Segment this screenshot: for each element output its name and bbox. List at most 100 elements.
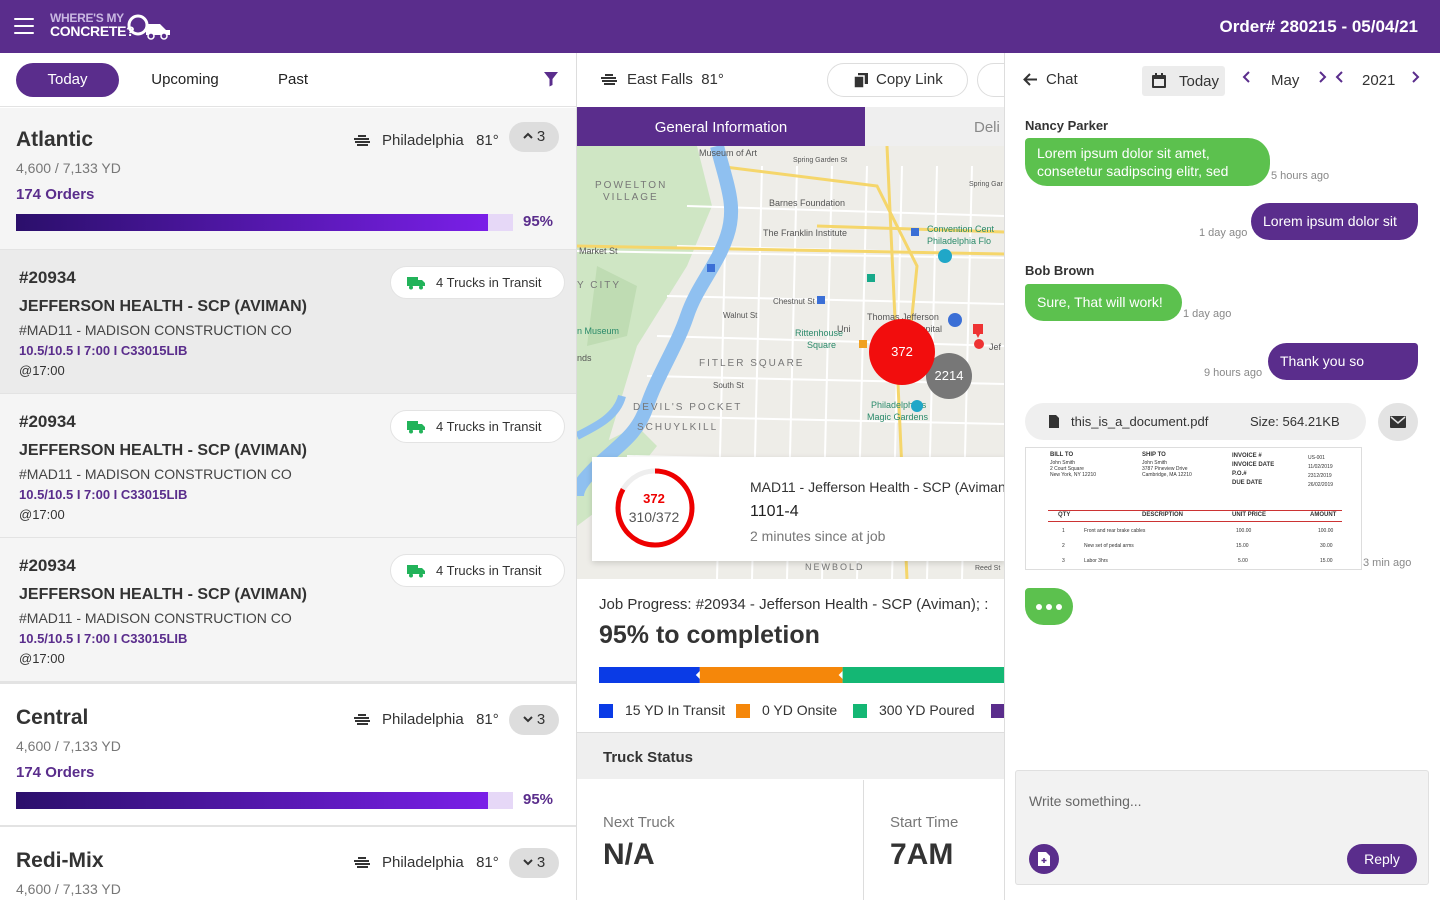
job-meta: 10.5/10.5 I 7:00 I C33015LIB xyxy=(19,487,188,502)
map-label: nds xyxy=(577,353,592,363)
message-sender: Nancy Parker xyxy=(1025,118,1109,133)
invoice-row: 3 Labor 3hrs 5.00 15.00 xyxy=(1048,558,1342,567)
job-cluster-marker[interactable] xyxy=(869,319,935,385)
plant-group-redi-mix[interactable]: Redi-Mix 4,600 / 7,133 YD Philadelphia 8… xyxy=(0,826,576,900)
attach-file-icon xyxy=(1038,852,1050,866)
next-year-icon[interactable] xyxy=(1410,70,1420,84)
invoice-ship-lines: John Smith 3787 Pineview Drive Cambridge… xyxy=(1142,460,1192,478)
job-cluster-count: 372 xyxy=(891,344,913,359)
tab-upcoming[interactable]: Upcoming xyxy=(151,71,219,88)
map-label: Philadelphia Flo xyxy=(927,236,991,246)
next-truck-stat: Next Truck N/A xyxy=(577,780,864,900)
trucks-in-transit-badge[interactable]: 4 Trucks in Transit xyxy=(390,266,565,299)
chat-title: Chat xyxy=(1046,71,1078,88)
prev-month-icon[interactable] xyxy=(1242,70,1252,84)
message-time: 3 min ago xyxy=(1363,557,1412,569)
tab-past[interactable]: Past xyxy=(277,71,308,88)
invoice-meta-value: US-001 xyxy=(1308,455,1325,461)
app-logo[interactable]: WHERE'S MY CONCRETE? xyxy=(50,12,135,39)
invoice-header: AMOUNT xyxy=(1310,512,1337,518)
mail-icon xyxy=(1390,416,1406,428)
invoice-meta-label: INVOICE # xyxy=(1232,453,1262,459)
tab-deliveries[interactable]: Deli xyxy=(974,119,1000,136)
card-job-code: 1101-4 xyxy=(750,503,799,520)
message-input[interactable] xyxy=(1029,781,1419,821)
invoice-cell: 5.00 xyxy=(1238,558,1248,564)
reply-button[interactable]: Reply xyxy=(1347,844,1417,874)
job-summary-card[interactable]: 372 310/372 MAD11 - Jefferson Health - S… xyxy=(592,457,1004,561)
legend-swatch xyxy=(736,704,750,718)
plant-expand-toggle[interactable]: 3 xyxy=(509,848,559,878)
orders-panel: Today Upcoming Past Atlantic 4,600 / 7,1… xyxy=(0,53,577,900)
plant-name: Redi-Mix xyxy=(16,849,104,872)
copy-link-button[interactable]: Copy Link xyxy=(827,63,968,97)
more-actions-button[interactable] xyxy=(977,63,1004,97)
trucks-in-transit-badge[interactable]: 4 Trucks in Transit xyxy=(390,554,565,587)
attach-file-button[interactable] xyxy=(1029,844,1059,874)
document-preview[interactable]: BILL TO John Smith 2 Court Square New Yo… xyxy=(1025,447,1362,570)
map-label: Magic Gardens xyxy=(867,412,929,422)
map-label: Square xyxy=(807,340,836,350)
map-label: Spring Garden St xyxy=(793,157,847,164)
map-label: Philadelphia's xyxy=(871,400,927,410)
invoice-line: 2 Court Square xyxy=(1050,466,1084,472)
progress-segment xyxy=(699,667,843,683)
plant-orders: 174 Orders xyxy=(16,186,95,203)
transit-marker-icon xyxy=(817,296,825,304)
truck-status-header: Truck Status xyxy=(577,732,1004,779)
job-row[interactable]: #20934 JEFFERSON HEALTH - SCP (AVIMAN) #… xyxy=(0,394,576,538)
plant-group-central[interactable]: Central 4,600 / 7,133 YD 174 Orders Phil… xyxy=(0,682,576,826)
job-time: @17:00 xyxy=(19,507,65,522)
truck-icon xyxy=(407,565,425,578)
tab-general-information[interactable]: General Information xyxy=(577,107,865,146)
plant-city: Philadelphia xyxy=(382,711,464,728)
trucks-in-transit-badge[interactable]: 4 Trucks in Transit xyxy=(390,410,565,443)
plant-expand-toggle[interactable]: 3 xyxy=(509,705,559,735)
plant-progress-fill xyxy=(16,792,489,809)
map-label: SCHUYLKILL xyxy=(637,422,718,433)
plant-yardage: 4,600 / 7,133 YD xyxy=(16,881,121,897)
document-icon xyxy=(1049,415,1059,428)
today-button[interactable]: Today xyxy=(1142,66,1225,96)
job-number: #20934 xyxy=(19,268,76,287)
invoice-header: UNIT PRICE xyxy=(1232,512,1267,518)
truck-status-title: Truck Status xyxy=(603,749,694,766)
job-meta: 10.5/10.5 I 7:00 I C33015LIB xyxy=(19,343,188,358)
progress-segment xyxy=(599,667,700,683)
menu-icon[interactable] xyxy=(14,18,34,34)
prev-year-icon[interactable] xyxy=(1335,70,1345,84)
map-label: DEVIL'S POCKET xyxy=(633,402,742,413)
next-truck-value: N/A xyxy=(603,838,655,871)
message-bubble-outgoing: Lorem ipsum dolor sit ? xyxy=(1251,203,1418,254)
map-poi-markers xyxy=(707,228,984,412)
transit-label: 4 Trucks in Transit xyxy=(436,275,542,290)
next-month-icon[interactable] xyxy=(1317,70,1327,84)
tab-today[interactable]: Today xyxy=(16,63,119,97)
legend-label: 0 YD Onsite xyxy=(762,702,838,718)
job-customer: #MAD11 - MADISON CONSTRUCTION CO xyxy=(19,610,292,626)
date-tabs: Today Upcoming Past xyxy=(0,53,576,107)
truck-cluster-marker[interactable] xyxy=(926,353,972,399)
plant-yardage: 4,600 / 7,133 YD xyxy=(16,160,121,176)
year-label: 2021 xyxy=(1362,72,1396,89)
filter-icon[interactable] xyxy=(543,71,559,87)
job-time: @17:00 xyxy=(19,363,65,378)
job-title: JEFFERSON HEALTH - SCP (AVIMAN) xyxy=(19,442,308,459)
invoice-cell: 30.00 xyxy=(1320,543,1333,549)
map-label: Y CITY xyxy=(577,280,621,291)
plant-name: Central xyxy=(16,706,89,729)
plant-collapse-toggle[interactable]: 3 xyxy=(509,122,559,152)
invoice-row: 2 New set of pedal arms 15.00 30.00 xyxy=(1048,543,1342,552)
plant-weather: Philadelphia 81° xyxy=(352,132,499,149)
document-attachment[interactable]: this_is_a_document.pdf Size: 564.21KB xyxy=(1025,403,1366,440)
job-row[interactable]: #20934 JEFFERSON HEALTH - SCP (AVIMAN) #… xyxy=(0,538,576,682)
plant-group-atlantic[interactable]: Atlantic 4,600 / 7,133 YD 174 Orders Phi… xyxy=(0,108,576,250)
map-label: Jef xyxy=(989,342,1002,352)
plant-city: Philadelphia xyxy=(382,854,464,871)
today-label: Today xyxy=(1179,73,1220,90)
plant-name: Atlantic xyxy=(16,128,94,151)
email-document-button[interactable] xyxy=(1378,403,1418,441)
job-row[interactable]: #20934 JEFFERSON HEALTH - SCP (AVIMAN) #… xyxy=(0,250,576,394)
message-bubble-incoming: Lorem ipsum dolor sit amet, consetetur s… xyxy=(1025,138,1270,186)
place-marker-icon xyxy=(911,400,923,412)
